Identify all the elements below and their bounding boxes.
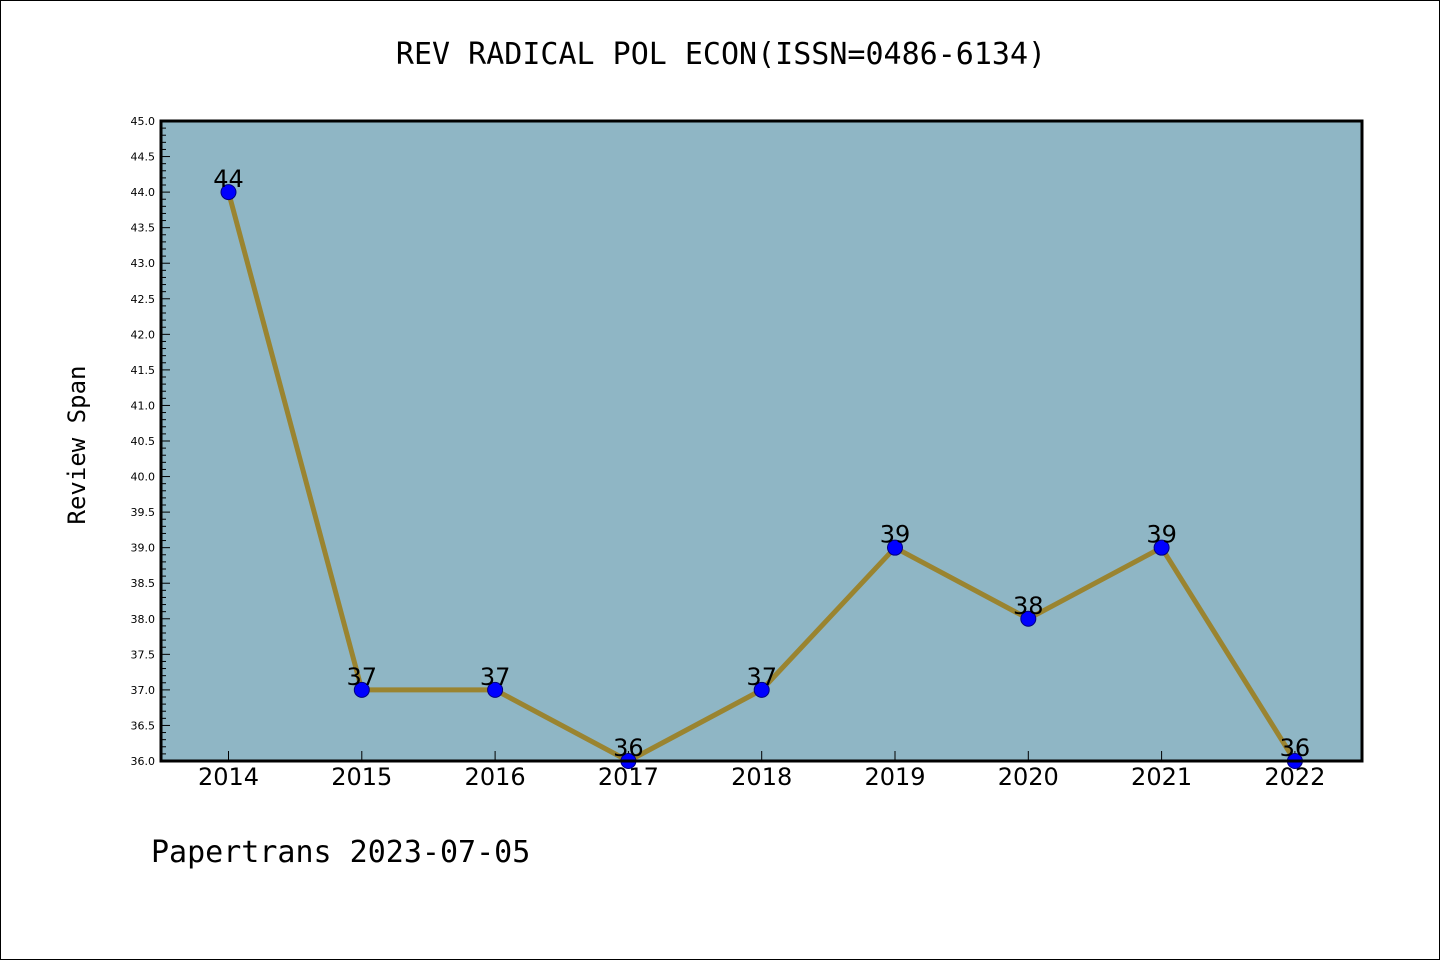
data-label: 39 xyxy=(880,521,911,549)
data-labels: 44 37 37 36 37 39 38 39 36 xyxy=(213,165,1310,762)
data-point xyxy=(1153,539,1170,556)
data-point xyxy=(220,184,237,201)
plot-frame xyxy=(159,119,1364,763)
y-tick-label: 39.5 xyxy=(131,506,156,519)
y-tick-label: 41.5 xyxy=(131,364,156,377)
x-tick-label: 2021 xyxy=(1131,763,1192,791)
y-tick-label: 36.0 xyxy=(131,755,156,768)
plot-area xyxy=(161,121,1362,761)
y-tick-label: 43.5 xyxy=(131,222,156,235)
data-point xyxy=(887,539,903,556)
data-point xyxy=(353,681,370,698)
data-label: 36 xyxy=(613,734,644,762)
y-tick-label: 45.0 xyxy=(131,115,156,128)
data-label: 37 xyxy=(746,663,777,691)
y-tick-label: 44.5 xyxy=(131,151,156,164)
data-label: 44 xyxy=(213,165,244,193)
data-label: 37 xyxy=(347,663,378,691)
y-tick-label: 36.5 xyxy=(131,719,156,732)
y-tick-label: 37.0 xyxy=(131,684,156,697)
y-tick-label: 40.0 xyxy=(131,471,156,484)
y-tick-label: 38.5 xyxy=(131,577,156,590)
data-point xyxy=(753,681,770,698)
y-axis-ticks: 36.0 36.5 37.0 37.5 38.0 38.5 39.0 39.5 40.0 40.5… xyxy=(131,115,170,768)
y-tick-label: 37.5 xyxy=(131,648,156,661)
data-point xyxy=(1020,610,1037,627)
data-label: 36 xyxy=(1280,734,1311,762)
x-tick-label: 2014 xyxy=(198,763,259,791)
y-tick-label: 39.0 xyxy=(131,542,156,555)
y-tick-label: 40.5 xyxy=(131,435,156,448)
data-label: 37 xyxy=(480,663,511,691)
x-tick-label: 2019 xyxy=(864,763,925,791)
y-tick-label: 42.5 xyxy=(131,293,156,306)
y-tick-label: 44.0 xyxy=(131,186,156,199)
footer-stamp: Papertrans 2023-07-05 xyxy=(151,835,531,870)
chart-title: REV RADICAL POL ECON(ISSN=0486-6134) xyxy=(395,37,1047,72)
x-tick-label: 2018 xyxy=(731,763,792,791)
data-label: 39 xyxy=(1146,521,1177,549)
y-tick-label: 38.0 xyxy=(131,613,156,626)
x-tick-label: 2015 xyxy=(331,763,392,791)
y-tick-label: 42.0 xyxy=(131,328,156,341)
data-point xyxy=(487,681,504,698)
data-label: 38 xyxy=(1013,592,1044,620)
x-axis-ticks: 2014 2015 2016 2017 2018 2019 2020 2021 2022 xyxy=(198,751,1325,791)
y-tick-label: 43.0 xyxy=(131,257,156,270)
y-tick-label: 41.0 xyxy=(131,399,156,412)
x-tick-label: 2020 xyxy=(998,763,1059,791)
x-tick-label: 2016 xyxy=(465,763,526,791)
